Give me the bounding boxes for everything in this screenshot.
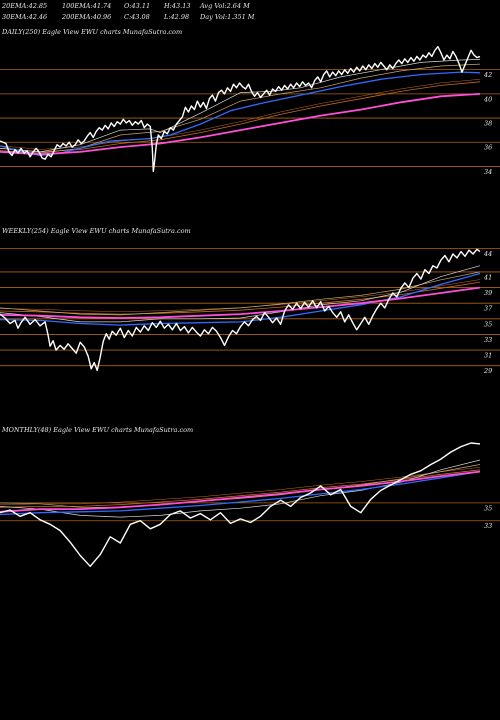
y-tick-label: 40 [483, 95, 492, 103]
stat-20ema: 20EMA:42.85 [1, 2, 47, 10]
stat-open: O:43.11 [124, 2, 150, 10]
ema-long2-series-line [0, 281, 481, 315]
stat-30ema: 30EMA:42.46 [2, 13, 47, 21]
weekly-chart-panel: 44 41 39 37 35 33 31 29 WEEKLY(254) Eagle View E… [0, 227, 500, 375]
header-stats: 20EMA:42.85 100EMA:41.74 O:43.11 H:43.13… [1, 2, 255, 21]
monthly-chart-panel: 35 33 MONTHLY(48) Eagle View EWU charts Mu… [0, 426, 500, 567]
ema-long2-series-line [0, 81, 481, 153]
stat-100ema: 100EMA:41.74 [62, 2, 111, 10]
ema-long-series-line [0, 470, 481, 513]
ema-long2-upper-series-line [0, 79, 481, 150]
y-tick-label: 33 [484, 336, 492, 344]
y-tick-label: 37 [484, 305, 493, 313]
y-tick-label: 31 [484, 352, 492, 360]
ema-short-series-line [0, 59, 481, 153]
y-tick-label: 33 [484, 522, 492, 530]
ema-long2-upper-series-line [0, 467, 481, 506]
y-tick-label: 42 [483, 71, 492, 79]
stat-high: H:43.13 [163, 2, 190, 10]
y-tick-label: 36 [484, 144, 492, 152]
ema-long-series-line [0, 93, 481, 156]
y-tick-label: 35 [484, 320, 492, 328]
ema-blue-series-line [0, 470, 481, 516]
price-series-line [0, 248, 481, 372]
stat-close: C:43.08 [124, 13, 150, 21]
y-tick-label: 35 [484, 504, 492, 512]
weekly-chart-title: WEEKLY(254) Eagle View EWU charts Munafa… [2, 227, 191, 235]
stat-200ema: 200EMA:40.96 [61, 13, 111, 21]
ema-blue-series-line [0, 272, 481, 326]
monthly-chart-title: MONTHLY(48) Eagle View EWU charts Munafa… [1, 426, 193, 434]
y-tick-label: 38 [484, 120, 492, 128]
price-series-line [0, 442, 481, 567]
price-series-line [0, 46, 481, 172]
ema-long-series-line [0, 286, 481, 319]
y-tick-label: 41 [483, 273, 492, 281]
y-tick-label: 34 [484, 168, 492, 176]
stat-avg-vol: Avg Vol:2.64 M [199, 2, 250, 10]
daily-chart-title: DAILY(250) Eagle View EWU charts MunafaS… [1, 28, 182, 36]
y-tick-label: 44 [483, 250, 492, 258]
daily-chart-panel: 42 40 38 36 34 DAILY(250) Eagle View EWU char… [0, 28, 500, 176]
y-tick-label: 29 [483, 367, 492, 375]
ema-short-series-line [0, 265, 481, 323]
stat-low: L:42.98 [163, 13, 189, 21]
stat-day-vol: Day Vol:1.351 M [199, 13, 255, 21]
y-tick-label: 39 [484, 289, 492, 297]
